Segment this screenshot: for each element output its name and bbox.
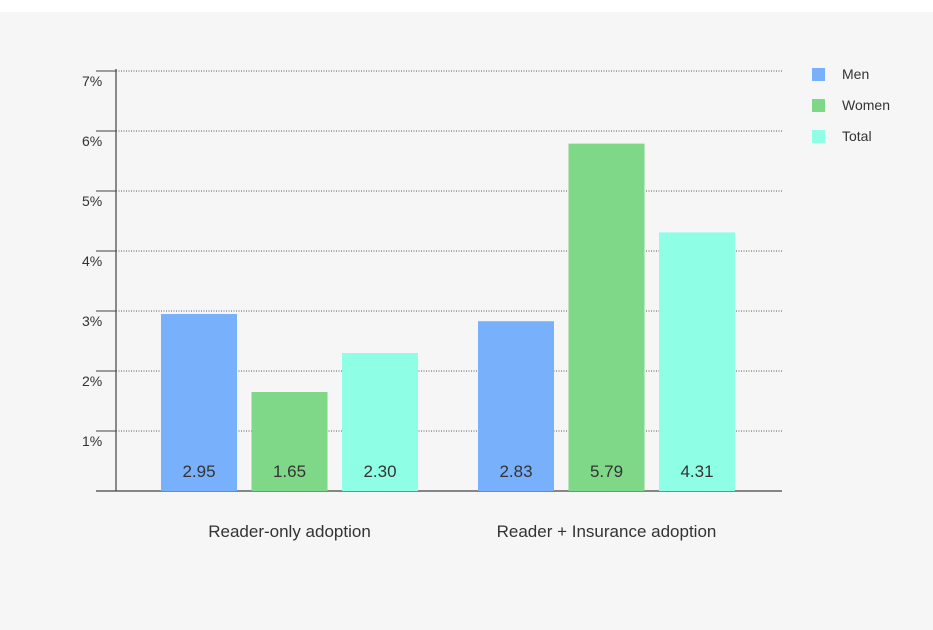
legend: Men Women Total xyxy=(812,66,890,144)
bar-value-label: 5.79 xyxy=(590,462,623,481)
bar-value-label: 2.30 xyxy=(363,462,396,481)
x-category-label: Reader + Insurance adoption xyxy=(497,522,717,541)
y-tick-label: 5% xyxy=(82,193,102,209)
bar-value-label: 4.31 xyxy=(680,462,713,481)
y-axis: 1% 2% 3% 4% 5% 6% 7% xyxy=(82,69,782,492)
bar-men xyxy=(161,314,237,491)
y-tick-label: 4% xyxy=(82,253,102,269)
legend-swatch-men xyxy=(812,68,825,81)
bar-women xyxy=(568,143,645,491)
legend-swatch-women xyxy=(812,99,825,112)
bar-value-label: 1.65 xyxy=(273,462,306,481)
bars: 2.95 1.65 2.30 2.83 5.79 4.31 xyxy=(161,143,735,491)
legend-label: Men xyxy=(842,66,869,82)
bar-women xyxy=(251,392,328,491)
x-axis-categories: Reader-only adoption Reader + Insurance a… xyxy=(208,522,716,541)
bar-value-label: 2.95 xyxy=(182,462,215,481)
bar-men xyxy=(478,321,554,491)
y-tick-label: 1% xyxy=(82,433,102,449)
x-category-label: Reader-only adoption xyxy=(208,522,371,541)
y-tick-label: 2% xyxy=(82,373,102,389)
y-tick-label: 7% xyxy=(82,73,102,89)
bar-total xyxy=(342,353,418,491)
bar-value-label: 2.83 xyxy=(499,462,532,481)
y-tick-label: 3% xyxy=(82,313,102,329)
legend-label: Women xyxy=(842,97,890,113)
bar-total xyxy=(659,232,735,491)
legend-label: Total xyxy=(842,128,872,144)
y-tick-label: 6% xyxy=(82,133,102,149)
legend-swatch-total xyxy=(812,130,825,143)
top-strip xyxy=(0,0,933,12)
